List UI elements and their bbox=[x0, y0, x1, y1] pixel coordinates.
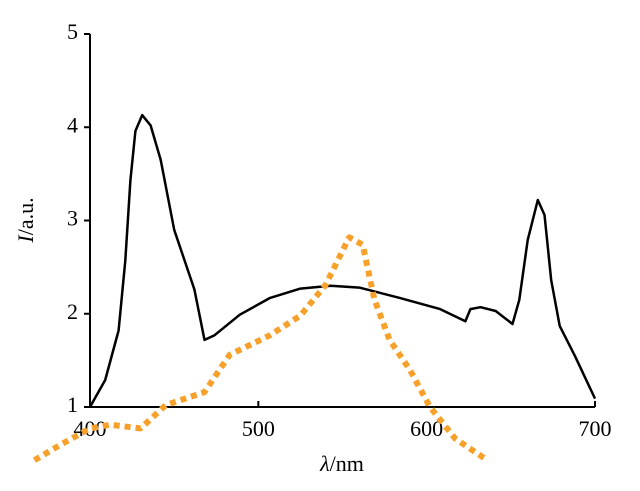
y-tick-label: 4 bbox=[67, 112, 78, 137]
y-tick-label: 2 bbox=[67, 299, 78, 324]
x-tick-label: 400 bbox=[74, 416, 107, 441]
x-label-unit: /nm bbox=[330, 451, 364, 476]
x-tick-label: 500 bbox=[242, 416, 275, 441]
x-axis-label: λ/nm bbox=[319, 451, 364, 476]
x-tick-label: 700 bbox=[579, 416, 612, 441]
y-label-symbol: I bbox=[13, 234, 38, 244]
y-tick-label: 5 bbox=[67, 19, 78, 44]
x-label-symbol: λ bbox=[319, 451, 330, 476]
y-axis-label: I/a.u. bbox=[13, 197, 38, 243]
y-tick-label: 1 bbox=[67, 392, 78, 417]
y-tick-label: 3 bbox=[67, 206, 78, 231]
y-label-unit: /a.u. bbox=[13, 197, 38, 235]
series-line bbox=[88, 113, 597, 408]
